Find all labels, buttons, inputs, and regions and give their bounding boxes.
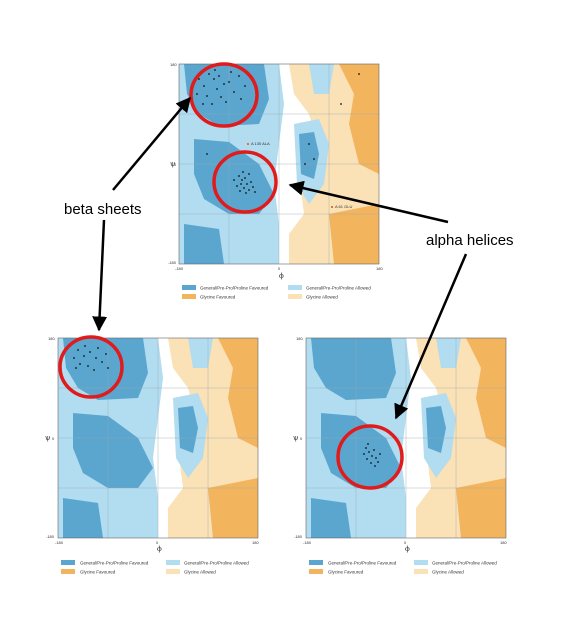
ramachandran-plot-top: A 130 ALA A 61 GLU 180 0 -180 -180 0 180… — [168, 62, 383, 300]
x-tick-max: 180 — [252, 540, 259, 545]
svg-text:Glycine Favoured: Glycine Favoured — [328, 570, 364, 575]
svg-text:Glycine Allowed: Glycine Allowed — [306, 295, 338, 300]
alpha-arrow-top — [288, 180, 449, 224]
beta-highlight-circle-bottom-left — [58, 335, 124, 399]
svg-text:General/Pre-Pro/Proline Allowe: General/Pre-Pro/Proline Allowed — [184, 561, 249, 566]
alpha-highlight-circle-top — [212, 150, 278, 214]
beta-points-bottom-left — [73, 345, 109, 371]
beta-sheets-label: beta sheets — [64, 201, 142, 218]
x-tick-mid: 0 — [156, 540, 159, 545]
x-tick-min: -180 — [55, 540, 64, 545]
svg-text:Glycine Allowed: Glycine Allowed — [432, 570, 464, 575]
alpha-points-bottom-right — [363, 443, 381, 467]
x-tick-mid: 0 — [404, 540, 407, 545]
svg-text:General/Pre-Pro/Proline Allowe: General/Pre-Pro/Proline Allowed — [306, 286, 371, 291]
phi-axis-label: ϕ — [405, 545, 410, 553]
y-tick-mid: 0 — [300, 436, 303, 441]
psi-axis-label: ψ — [45, 434, 51, 442]
legend-top: General/Pre-Pro/Proline Favoured General… — [182, 285, 371, 300]
phi-axis-label: ϕ — [157, 545, 162, 553]
y-tick-max: 180 — [296, 336, 303, 341]
outlier-marker — [247, 143, 249, 145]
x-tick-min: -180 — [303, 540, 312, 545]
svg-text:Glycine Allowed: Glycine Allowed — [184, 570, 216, 575]
ramachandran-plot-bottom-left: 180 0 -180 -180 0 180 ψ ϕ General/Pre-Pr… — [45, 336, 259, 575]
svg-text:General/Pre-Pro/Proline Favour: General/Pre-Pro/Proline Favoured — [80, 561, 149, 566]
outlier-marker — [331, 206, 333, 208]
legend-bottom-left: General/Pre-Pro/Proline Favoured General… — [61, 560, 249, 575]
beta-points-top — [196, 69, 246, 105]
y-tick-min: -180 — [294, 534, 303, 539]
psi-axis-label: ψ — [293, 434, 299, 442]
alpha-helices-label: alpha helices — [426, 232, 514, 249]
svg-text:General/Pre-Pro/Proline Allowe: General/Pre-Pro/Proline Allowed — [432, 561, 497, 566]
y-tick-min: -180 — [168, 260, 177, 265]
outlier-label: A 61 GLU — [335, 204, 352, 209]
x-tick-max: 180 — [376, 266, 383, 271]
y-tick-mid: 0 — [174, 162, 177, 167]
y-tick-max: 180 — [48, 336, 55, 341]
alpha-arrow-bottom — [394, 253, 468, 420]
beta-arrow-bottom — [92, 219, 108, 332]
beta-highlight-circle-top — [189, 62, 259, 128]
y-tick-min: -180 — [46, 534, 55, 539]
alpha-highlight-circle-bottom-right — [336, 424, 404, 490]
svg-text:General/Pre-Pro/Proline Favour: General/Pre-Pro/Proline Favoured — [200, 286, 269, 291]
svg-text:Glycine Favoured: Glycine Favoured — [80, 570, 116, 575]
psi-axis-label: ψ — [170, 160, 176, 168]
outlier-label: A 130 ALA — [251, 141, 270, 146]
svg-text:Glycine Favoured: Glycine Favoured — [200, 295, 236, 300]
y-tick-mid: 0 — [52, 436, 55, 441]
x-tick-mid: 0 — [278, 266, 281, 271]
alpha-points-top — [233, 171, 256, 194]
phi-axis-label: ϕ — [279, 272, 284, 280]
beta-arrow-top — [112, 96, 191, 191]
y-tick-max: 180 — [170, 62, 177, 67]
svg-text:General/Pre-Pro/Proline Favour: General/Pre-Pro/Proline Favoured — [328, 561, 397, 566]
legend-bottom-right: General/Pre-Pro/Proline Favoured General… — [309, 560, 497, 575]
x-tick-max: 180 — [500, 540, 507, 545]
ramachandran-plot-bottom-right: 180 0 -180 -180 0 180 ψ ϕ General/Pre-Pr… — [293, 336, 507, 575]
x-tick-min: -180 — [175, 266, 184, 271]
